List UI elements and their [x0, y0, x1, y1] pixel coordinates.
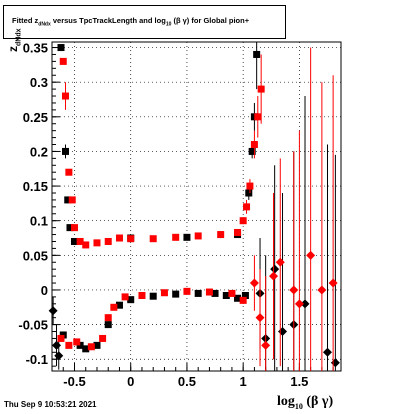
y-tick-label: 0	[41, 283, 48, 298]
red-data-point	[115, 234, 123, 242]
red-data-point	[110, 303, 118, 311]
red-data-point	[59, 57, 67, 65]
red-data-point	[255, 313, 265, 323]
red-data-point	[104, 237, 112, 245]
y-tick-label: 0.15	[23, 179, 48, 194]
black-data-point	[66, 224, 74, 232]
plot-frame	[51, 41, 342, 372]
x-tick-label: 0	[127, 374, 134, 389]
y-tick-label: 0.05	[23, 248, 48, 263]
x-tick-label: 1.5	[290, 374, 308, 389]
red-data-point	[65, 341, 73, 349]
red-data-point	[194, 232, 202, 240]
y-tick-label: 0.2	[30, 144, 48, 159]
black-data-point	[172, 290, 180, 298]
red-data-point	[160, 289, 168, 297]
black-data-point	[323, 347, 333, 357]
black-data-point	[51, 340, 61, 350]
red-data-point	[257, 85, 265, 93]
black-data-point	[241, 292, 249, 300]
black-data-point	[61, 147, 69, 155]
x-axis-label: log10 (β γ)	[277, 394, 334, 411]
red-data-point	[275, 257, 285, 267]
black-data-point	[270, 264, 280, 274]
black-data-point	[278, 327, 288, 337]
black-data-point	[211, 289, 219, 297]
black-data-point	[115, 301, 123, 309]
red-data-point	[93, 239, 101, 247]
black-data-point	[248, 147, 256, 155]
red-data-point	[121, 293, 129, 301]
red-data-point	[246, 182, 254, 190]
black-data-point	[54, 351, 64, 361]
red-data-point	[217, 231, 225, 239]
black-data-point	[48, 306, 58, 316]
black-data-point	[300, 299, 310, 309]
red-data-point	[228, 289, 236, 297]
red-data-point	[68, 196, 76, 204]
black-data-point	[194, 289, 202, 297]
black-data-point	[70, 237, 78, 245]
y-tick-label: -0.05	[18, 318, 48, 333]
red-data-point	[104, 314, 112, 322]
red-data-point	[61, 92, 69, 100]
black-data-point	[253, 50, 261, 58]
x-tick-label: -0.5	[63, 374, 85, 389]
red-data-point	[289, 285, 299, 295]
black-data-point	[245, 189, 253, 197]
red-data-point	[234, 228, 242, 236]
red-data-point	[70, 224, 78, 232]
y-tick-label: 0.3	[30, 75, 48, 90]
black-data-point	[82, 345, 90, 353]
y-tick-label: 0.1	[30, 214, 48, 229]
black-data-point	[149, 292, 157, 300]
red-data-point	[306, 250, 316, 260]
red-data-point	[87, 343, 95, 351]
red-data-point	[138, 292, 146, 300]
black-data-point	[93, 341, 101, 349]
y-tick-label: -0.1	[26, 352, 48, 367]
y-tick-label: 0.35	[23, 41, 48, 56]
y-tick-label: 0.25	[23, 110, 48, 125]
red-data-point	[149, 235, 157, 243]
red-data-point	[249, 278, 259, 288]
red-data-point	[239, 217, 247, 225]
red-data-point	[183, 287, 191, 295]
black-data-point	[234, 294, 242, 302]
red-data-point	[269, 271, 279, 281]
red-data-point	[172, 233, 180, 241]
red-data-point	[82, 241, 90, 249]
black-data-point	[57, 44, 65, 52]
timestamp: Thu Sep 9 10:53:21 2021	[4, 400, 97, 409]
red-data-point	[65, 168, 73, 176]
black-data-point	[127, 296, 135, 304]
red-data-point	[243, 203, 251, 211]
red-data-point	[261, 340, 271, 350]
red-data-point	[99, 334, 107, 342]
x-tick-label: 1	[240, 374, 247, 389]
red-data-point	[250, 141, 258, 149]
black-data-point	[183, 233, 191, 241]
black-data-point	[222, 292, 230, 300]
red-data-point	[205, 288, 213, 296]
red-data-point	[328, 278, 338, 288]
red-data-point	[73, 338, 81, 346]
red-data-point	[254, 113, 262, 121]
chart-title: Fitted zdNdx versus TpcTrackLength and l…	[12, 16, 250, 28]
black-data-point	[64, 196, 72, 204]
title-box: Fitted zdNdx versus TpcTrackLength and l…	[3, 5, 286, 39]
black-data-point	[104, 321, 112, 329]
red-data-point	[57, 334, 65, 342]
red-data-point	[294, 299, 304, 309]
red-data-point	[239, 296, 247, 304]
red-data-point	[127, 235, 135, 243]
red-data-point	[76, 237, 84, 245]
x-tick-label: 0.5	[178, 374, 196, 389]
red-data-point	[317, 285, 327, 295]
